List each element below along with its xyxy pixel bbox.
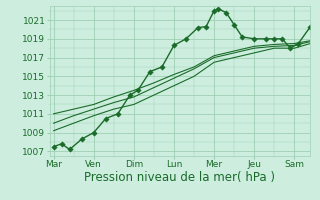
X-axis label: Pression niveau de la mer( hPa ): Pression niveau de la mer( hPa ) [84,171,276,184]
